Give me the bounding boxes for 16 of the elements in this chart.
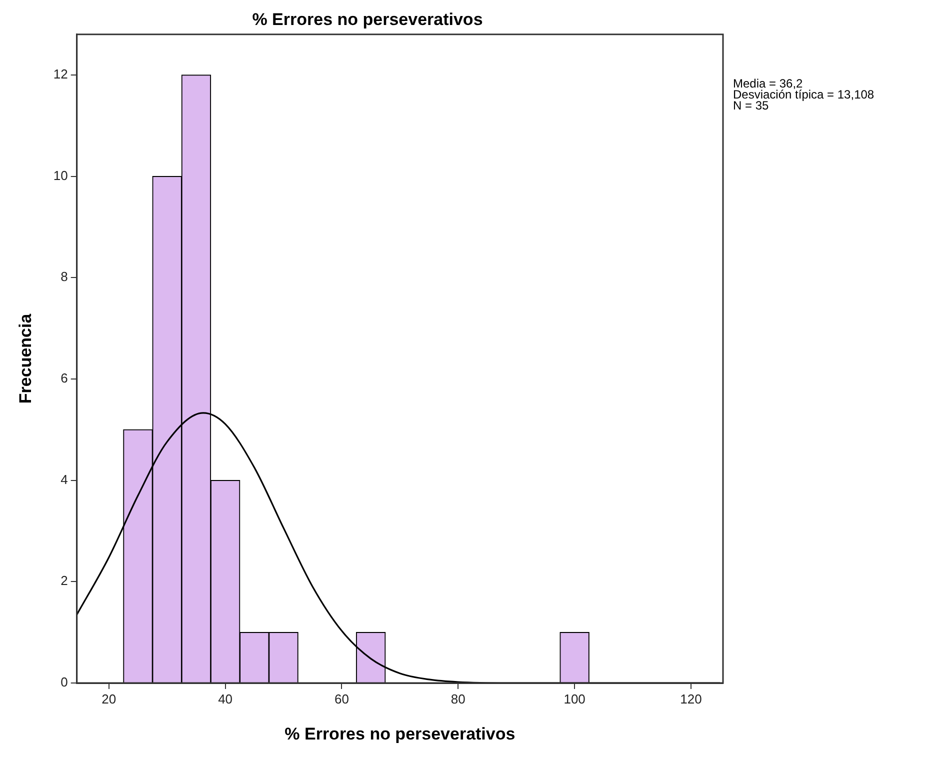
x-tick-label: 80 bbox=[450, 691, 466, 706]
x-tick-label: 60 bbox=[334, 691, 349, 706]
x-axis-title: % Errores no perseverativos bbox=[284, 724, 516, 744]
x-tick-label: 20 bbox=[102, 691, 116, 706]
y-tick-label: 2 bbox=[60, 573, 68, 588]
chart-title: % Errores no perseverativos bbox=[252, 10, 483, 29]
y-tick-label: 6 bbox=[60, 370, 68, 386]
x-tick-label: 120 bbox=[680, 691, 702, 706]
y-axis-title: Frecuencia bbox=[16, 313, 35, 404]
y-tick-label: 12 bbox=[53, 66, 68, 82]
y-tick-label: 0 bbox=[60, 674, 68, 690]
x-tick-label: 100 bbox=[564, 691, 586, 706]
y-tick-label: 4 bbox=[60, 472, 68, 487]
x-tick-label: 40 bbox=[218, 691, 233, 706]
y-tick-label: 8 bbox=[60, 269, 68, 284]
y-tick-label: 10 bbox=[53, 168, 68, 183]
